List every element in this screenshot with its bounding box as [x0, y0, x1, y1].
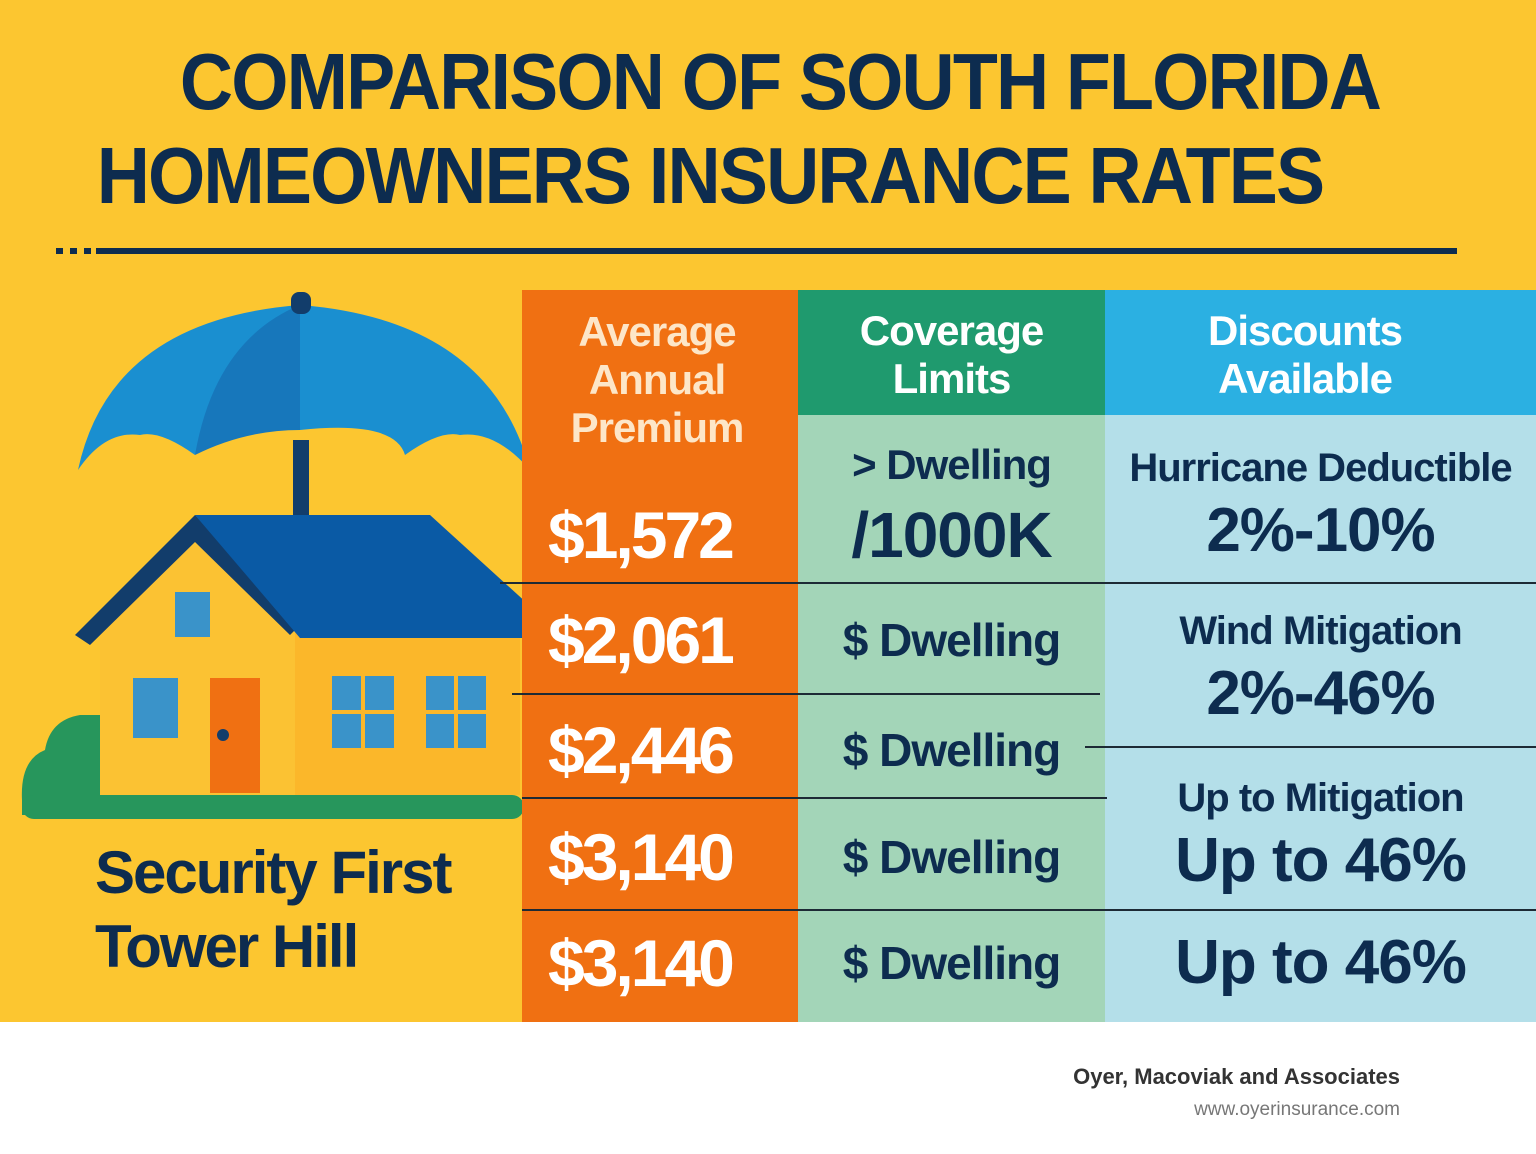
discount-name: Wind Mitigation [1179, 608, 1462, 653]
house-icon [75, 515, 540, 795]
discount-value: Up to 46% [1175, 928, 1467, 997]
title-line-2: HOMEOWNERS INSURANCE RATES [96, 131, 1325, 220]
company-label-tower-hill: Tower Hill [95, 913, 359, 980]
coverage-column [798, 415, 1105, 1022]
discount-cell: Up to Mitigation Up to 46% [1105, 762, 1536, 907]
discount-column [1105, 415, 1536, 1022]
header-discounts-line: Available [1218, 355, 1393, 402]
row-separator [1085, 746, 1536, 748]
header-coverage: Coverage Limits [798, 300, 1105, 410]
premium-cell: $3,140 [548, 926, 735, 1000]
bush-icon [21, 715, 100, 815]
header-discounts-line: Discounts [1207, 307, 1403, 354]
header-premium-line: Average [578, 308, 736, 355]
coverage-cell: $ Dwelling [842, 831, 1061, 883]
discount-value: 2%-46% [1206, 658, 1435, 728]
row-separator [512, 693, 1100, 695]
row-separator [500, 582, 1536, 584]
header-premium: Average Annual Premium [522, 305, 792, 455]
coverage-cell: $ Dwelling [842, 724, 1061, 776]
row-separator [522, 909, 1536, 911]
coverage-cell: $ Dwelling [842, 614, 1061, 666]
discount-cell: Hurricane Deductible 2%-10% [1105, 430, 1536, 580]
premium-cell: $2,446 [548, 713, 735, 787]
discount-header-bg [1105, 290, 1536, 415]
header-coverage-line: Coverage [859, 307, 1044, 354]
header-premium-line: Premium [570, 404, 745, 451]
header-premium-line: Annual [588, 356, 726, 403]
umbrella-icon [78, 292, 530, 520]
discount-cell: Wind Mitigation 2%-46% [1105, 595, 1536, 740]
coverage-text: /1000K [851, 499, 1052, 571]
header-coverage-line: Limits [892, 355, 1012, 402]
coverage-cell: $ Dwelling [842, 937, 1061, 989]
coverage-header-bg [798, 290, 1105, 415]
row-separator [522, 797, 1107, 799]
discount-value: Up to 46% [1175, 825, 1467, 895]
premium-column [522, 290, 798, 1022]
discount-cell: Up to 46% [1105, 918, 1536, 1008]
premium-cell: $3,140 [548, 820, 735, 894]
discount-name: Hurricane Deductible [1129, 446, 1512, 490]
discount-value: 2%-10% [1206, 496, 1435, 565]
premium-cell: $1,572 [548, 498, 735, 572]
coverage-cell: > Dwelling /1000K [798, 420, 1105, 580]
company-label-security-first: Security First [95, 839, 452, 906]
premium-cell: $2,061 [548, 603, 735, 677]
discount-name: Up to Mitigation [1177, 775, 1464, 820]
house-umbrella-illustration [21, 292, 540, 819]
header-discounts: Discounts Available [1105, 300, 1505, 410]
title-line-1: COMPARISON OF SOUTH FLORIDA [179, 37, 1382, 126]
coverage-text: > Dwelling [852, 441, 1052, 488]
lawn [22, 795, 524, 819]
footer-company: Oyer, Macoviak and Associates [1073, 1064, 1400, 1089]
footer-website[interactable]: www.oyerinsurance.com [1194, 1099, 1400, 1120]
